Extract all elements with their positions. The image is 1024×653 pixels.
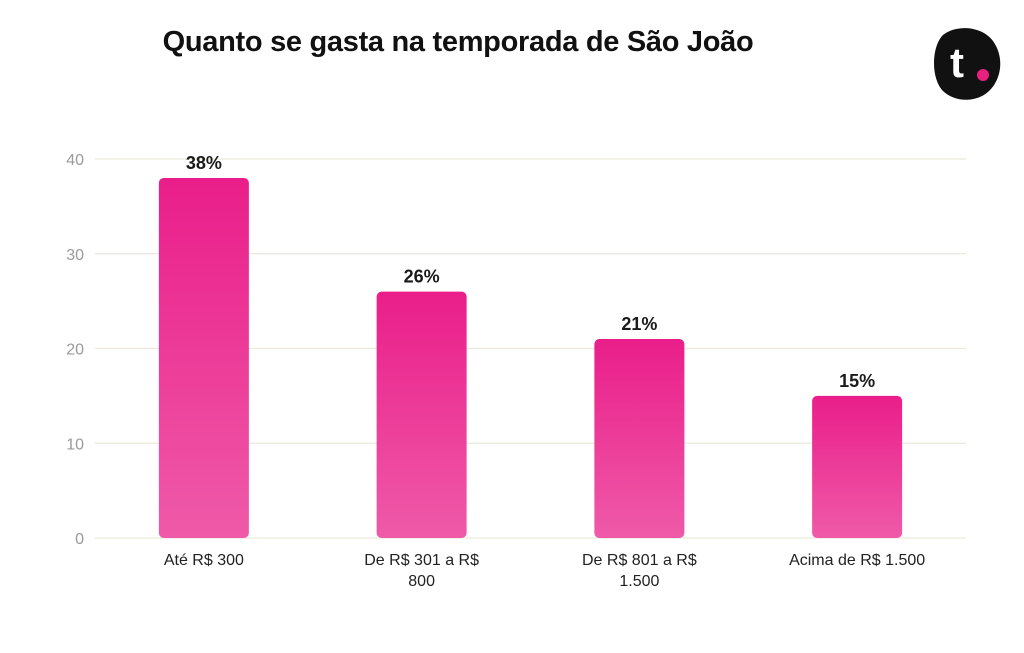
data-label: 26%: [404, 267, 440, 287]
y-tick-label: 0: [75, 531, 84, 548]
y-tick-label: 10: [66, 436, 84, 453]
logo-badge: [934, 28, 1001, 100]
bar: [376, 291, 467, 538]
data-label: 21%: [621, 314, 657, 334]
x-category-label: De R$ 301 a R$: [364, 552, 479, 569]
data-label: 38%: [186, 153, 222, 173]
bar: [594, 339, 685, 538]
y-tick-label: 20: [66, 342, 84, 359]
chart-title: Quanto se gasta na temporada de São João: [162, 26, 754, 58]
y-tick-label: 30: [66, 247, 84, 264]
bar: [812, 395, 903, 538]
bars: [158, 177, 903, 538]
data-label: 15%: [839, 371, 875, 391]
x-category-label: De R$ 801 a R$: [582, 552, 697, 569]
x-category-label: 800: [408, 573, 435, 590]
data-labels: 38% 26% 21% 15%: [186, 153, 875, 391]
x-category-label: 1.500: [619, 573, 659, 590]
y-tick-label: 40: [66, 152, 84, 169]
brand-logo: t: [934, 28, 1001, 100]
logo-dot: [977, 69, 989, 81]
logo-letter: t: [950, 39, 964, 86]
x-axis-categories: Até R$ 300 De R$ 301 a R$ 800 De R$ 801 a R…: [164, 552, 925, 590]
x-category-label: Acima de R$ 1.500: [789, 552, 925, 569]
bar: [158, 177, 249, 538]
y-axis-ticks: 0 10 20 30 40: [66, 152, 84, 548]
x-category-label: Até R$ 300: [164, 552, 244, 569]
